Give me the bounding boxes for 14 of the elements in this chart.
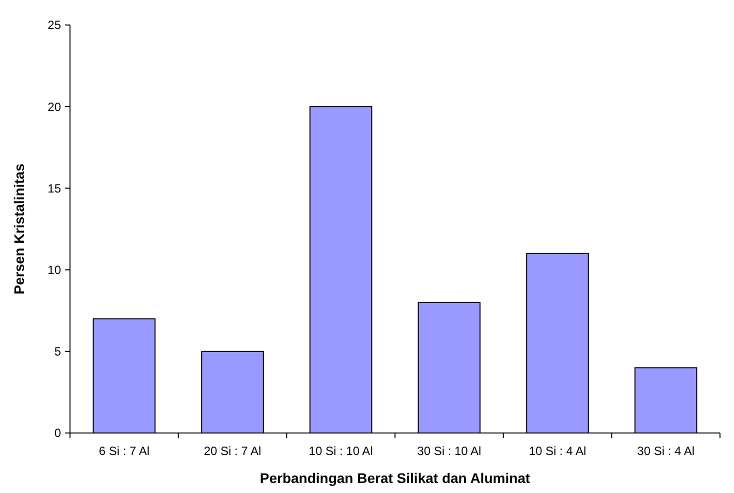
x-tick-label: 30 Si : 4 Al [637,444,695,458]
x-tick-label: 6 Si : 7 Al [98,444,150,458]
x-tick-label: 30 Si : 10 Al [417,444,482,458]
x-tick-label: 10 Si : 10 Al [308,444,373,458]
y-axis-title: Persen Kristalinitas [11,163,27,294]
y-tick-label: 0 [54,426,62,440]
x-tick-label: 10 Si : 4 Al [528,444,586,458]
y-tick-label: 20 [48,100,62,114]
x-axis-title: Perbandingan Berat Silikat dan Aluminat [260,470,530,486]
y-tick-label: 25 [48,18,62,32]
y-tick-label: 5 [54,344,62,359]
y-tick-label: 10 [48,263,62,277]
x-tick-label: 20 Si : 7 Al [204,444,262,458]
y-tick-label: 15 [48,181,62,196]
